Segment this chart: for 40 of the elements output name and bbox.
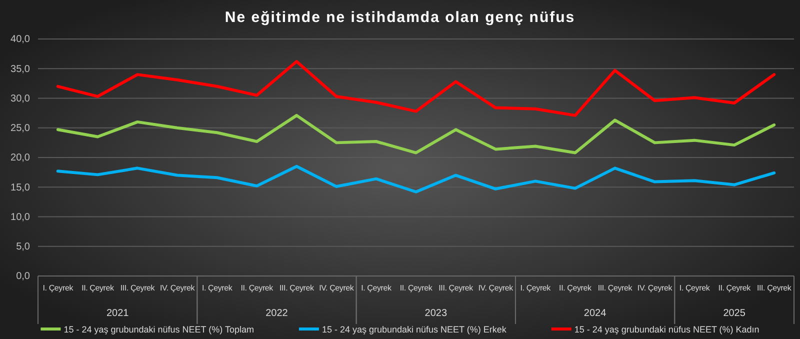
line-series [56,114,776,154]
y-tick-label: 0,0 [16,271,30,282]
x-tick-label: I. Çeyrek [520,284,552,293]
y-tick-label: 30,0 [10,93,30,104]
y-tick-label: 15,0 [10,182,30,194]
y-tick-label: 5,0 [16,242,30,253]
x-tick-label: I. Çeyrek [679,284,711,293]
line-series [56,60,776,117]
text: 2022 [266,308,288,319]
chart-title: Ne eğitimde ne istihdamda olan genç nüfus [224,9,576,26]
y-tick-label: 10,0 [10,212,30,223]
legend-label: 15 - 24 yaş grubundaki nüfus NEET (%) Erkek [322,324,507,334]
x-tick-label: I. Çeyrek [42,284,74,293]
x-tick-label: I. Çeyrek [361,284,393,293]
text: 2021 [106,308,130,319]
x-tick-label: I. Çeyrek [202,284,234,293]
y-tick-label: 25,0 [10,123,30,134]
text: 2024 [584,308,607,319]
y-tick-label: 35,0 [10,64,30,75]
x-tick-label: II. Çeyrek [718,284,752,293]
x-tick-label: III. Çeyrek [756,284,792,293]
y-tick-label: 20,0 [10,152,30,164]
x-tick-label: II. Çeyrek [240,284,274,293]
legend-label: 15 - 24 yaş grubundaki nüfus NEET (%) Toplam [64,324,254,334]
x-tick-label: IV. Çeyrek [160,284,196,293]
x-tick-label: IV. Çeyrek [478,284,514,293]
x-tick-label: III. Çeyrek [120,284,156,293]
text: 2023 [424,308,448,319]
y-tick-label: 40,0 [10,34,30,46]
x-tick-label: III. Çeyrek [438,284,474,293]
x-tick-label: II. Çeyrek [400,284,434,293]
x-tick-label: IV. Çeyrek [637,284,674,293]
x-tick-label: III. Çeyrek [280,284,315,293]
x-tick-label: II. Çeyrek [82,284,115,293]
legend-label: 15 - 24 yaş grubundaki nüfus NEET (%) Kadın [574,324,760,334]
x-tick-label: IV. Çeyrek [319,284,355,293]
line-series [56,164,776,194]
x-tick-label: II. Çeyrek [559,284,592,293]
x-tick-label: III. Çeyrek [598,284,634,293]
text: 2025 [723,308,746,319]
